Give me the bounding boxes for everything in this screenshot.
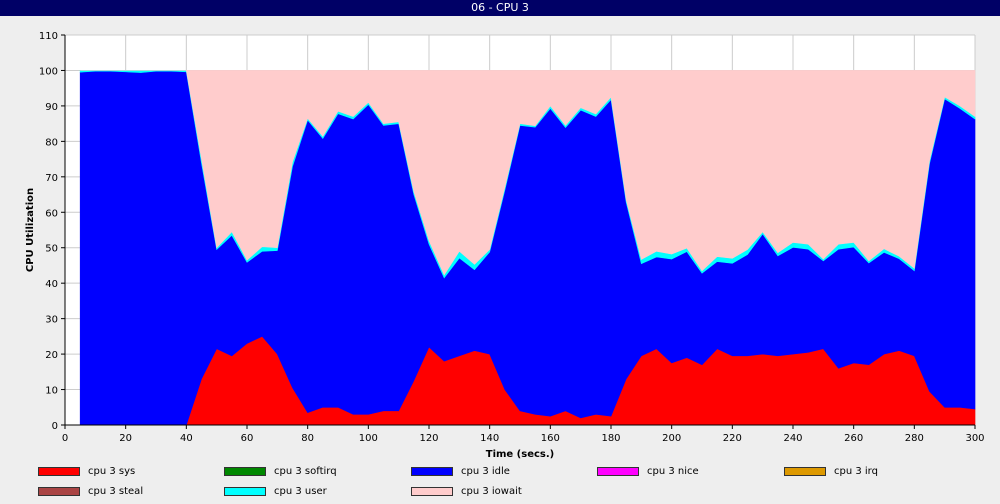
x-tick-label: 200 bbox=[662, 433, 681, 444]
y-tick-label: 90 bbox=[45, 102, 58, 113]
legend-swatch bbox=[38, 486, 80, 496]
legend-item-cpu-3-idle: cpu 3 idle bbox=[411, 464, 510, 478]
legend-item-cpu-3-sys: cpu 3 sys bbox=[38, 464, 135, 478]
legend-swatch bbox=[597, 466, 639, 476]
legend-item-cpu-3-steal: cpu 3 steal bbox=[38, 484, 143, 498]
x-tick-label: 120 bbox=[419, 433, 438, 444]
legend-swatch bbox=[411, 486, 453, 496]
y-tick-label: 60 bbox=[45, 208, 58, 219]
legend-label: cpu 3 softirq bbox=[274, 465, 337, 477]
series-layer bbox=[79, 70, 976, 426]
x-tick-label: 20 bbox=[119, 433, 132, 444]
x-tick-label: 140 bbox=[480, 433, 499, 444]
x-tick-label: 100 bbox=[359, 433, 378, 444]
legend-item-cpu-3-user: cpu 3 user bbox=[224, 484, 327, 498]
x-axis-title: Time (secs.) bbox=[486, 449, 555, 460]
cpu-utilization-chart: 0 20 40 60 80 100 120 140 160 180 200 220 240 260 280 3… bbox=[0, 16, 1000, 462]
legend-item-cpu-3-iowait: cpu 3 iowait bbox=[411, 484, 522, 498]
legend-label: cpu 3 irq bbox=[834, 465, 878, 477]
legend-label: cpu 3 nice bbox=[647, 465, 699, 477]
series-area-cpu-3-iowait bbox=[80, 70, 976, 276]
legend-item-cpu-3-softirq: cpu 3 softirq bbox=[224, 464, 337, 478]
legend-swatch bbox=[38, 466, 80, 476]
y-tick-label: 50 bbox=[45, 244, 58, 255]
x-tick-label: 220 bbox=[723, 433, 742, 444]
legend-label: cpu 3 iowait bbox=[461, 485, 522, 497]
legend: cpu 3 sys cpu 3 softirq cpu 3 idle cpu 3 ni… bbox=[0, 462, 1000, 502]
legend-label: cpu 3 sys bbox=[88, 465, 136, 477]
x-tick-label: 0 bbox=[62, 433, 68, 444]
legend-item-cpu-3-irq: cpu 3 irq bbox=[784, 464, 878, 478]
x-tick-label: 80 bbox=[301, 433, 314, 444]
y-axis-title: CPU Utilization bbox=[25, 188, 36, 272]
x-tick-label: 300 bbox=[965, 433, 984, 444]
y-tick-label: 20 bbox=[45, 350, 58, 361]
y-tick-label: 10 bbox=[45, 386, 58, 397]
legend-swatch bbox=[784, 466, 826, 476]
y-tick-label: 100 bbox=[39, 66, 58, 77]
legend-swatch bbox=[224, 486, 266, 496]
x-tick-label: 280 bbox=[905, 433, 924, 444]
x-tick-label: 260 bbox=[844, 433, 863, 444]
x-tick-label: 60 bbox=[241, 433, 254, 444]
x-tick-label: 160 bbox=[541, 433, 560, 444]
y-tick-label: 70 bbox=[45, 173, 58, 184]
legend-item-cpu-3-nice: cpu 3 nice bbox=[597, 464, 699, 478]
legend-label: cpu 3 user bbox=[274, 485, 327, 497]
legend-swatch bbox=[224, 466, 266, 476]
legend-label: cpu 3 idle bbox=[461, 465, 510, 477]
y-tick-label: 0 bbox=[52, 421, 58, 432]
x-tick-label: 40 bbox=[180, 433, 193, 444]
y-tick-label: 110 bbox=[39, 31, 58, 42]
y-tick-label: 40 bbox=[45, 279, 58, 290]
y-tick-label: 80 bbox=[45, 137, 58, 148]
legend-swatch bbox=[411, 466, 453, 476]
y-tick-label: 30 bbox=[45, 315, 58, 326]
window-title: 06 - CPU 3 bbox=[0, 0, 1000, 16]
axes-layer: 0 20 40 60 80 100 120 140 160 180 200 220 240 260 280 3… bbox=[39, 31, 985, 444]
x-tick-label: 240 bbox=[783, 433, 802, 444]
x-tick-label: 180 bbox=[601, 433, 620, 444]
legend-label: cpu 3 steal bbox=[88, 485, 144, 497]
